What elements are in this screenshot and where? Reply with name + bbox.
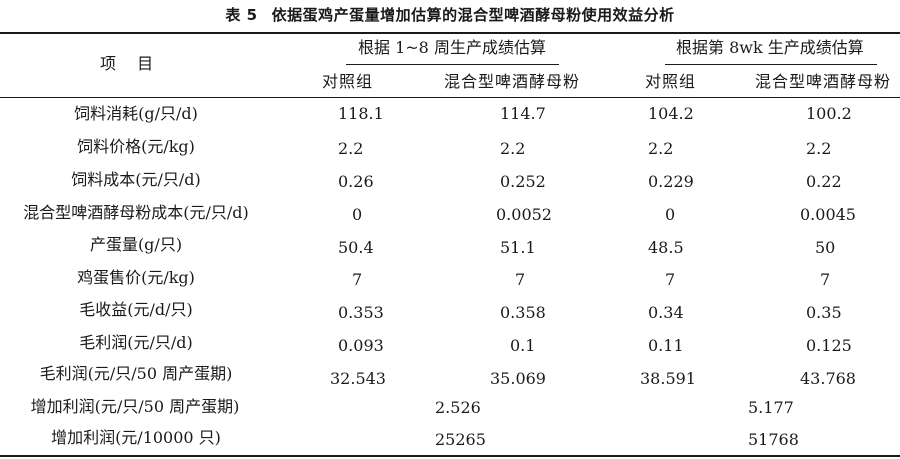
table-cell: 0.229 — [648, 172, 694, 191]
table-cell: 114.7 — [500, 104, 546, 123]
table-cell: 104.2 — [648, 104, 694, 123]
table-cell: 0.353 — [338, 303, 384, 322]
table-cell: 2.2 — [500, 139, 526, 158]
row-label: 饲料消耗(g/只/d) — [74, 104, 198, 123]
row-label: 饲料成本(元/只/d) — [71, 170, 201, 189]
table-cell: 25265 — [435, 430, 486, 449]
bottom-rule — [0, 455, 900, 457]
table-cell: 0.252 — [500, 172, 546, 191]
subheader-yeast-1: 混合型啤酒酵母粉 — [444, 72, 581, 91]
table-cell: 0 — [665, 205, 676, 224]
table-cell: 50 — [815, 238, 836, 257]
group-underline-2 — [665, 64, 877, 65]
table-title: 依据蛋鸡产蛋量增加估算的混合型啤酒酵母粉使用效益分析 — [271, 6, 675, 24]
table-cell: 0.26 — [338, 172, 374, 191]
table-cell: 0.1 — [510, 336, 536, 355]
table-cell: 2.2 — [338, 139, 364, 158]
table-cell: 100.2 — [806, 104, 852, 123]
table-cell: 48.5 — [648, 238, 684, 257]
table-cell: 0.125 — [806, 336, 852, 355]
row-label: 增加利润(元/10000 只) — [51, 428, 221, 447]
table-caption: 表 5 依据蛋鸡产蛋量增加估算的混合型啤酒酵母粉使用效益分析 — [0, 4, 900, 25]
table-cell: 51768 — [748, 430, 799, 449]
table-cell: 0 — [352, 205, 363, 224]
table-cell: 43.768 — [800, 369, 856, 388]
row-label: 产蛋量(g/只) — [89, 235, 183, 254]
table-cell: 35.069 — [490, 369, 546, 388]
row-label: 增加利润(元/只/50 周产蛋期) — [30, 397, 240, 416]
table-cell: 0.34 — [648, 303, 684, 322]
table-cell: 50.4 — [338, 238, 374, 257]
item-header: 项 目 — [100, 54, 162, 73]
table-cell: 0.0045 — [800, 205, 856, 224]
table-cell: 7 — [352, 270, 363, 289]
table-cell: 32.543 — [330, 369, 386, 388]
row-label: 混合型啤酒酵母粉成本(元/只/d) — [23, 203, 249, 222]
table-cell: 118.1 — [338, 104, 384, 123]
subheader-control-1: 对照组 — [322, 72, 374, 91]
table-cell: 7 — [665, 270, 676, 289]
group-underline-1 — [346, 64, 559, 65]
table-cell: 38.591 — [640, 369, 696, 388]
row-label: 毛利润(元/只/50 周产蛋期) — [39, 364, 233, 383]
table-number: 表 5 — [225, 6, 258, 24]
table-cell: 0.0052 — [496, 205, 552, 224]
table-cell: 0.358 — [500, 303, 546, 322]
table-cell: 0.35 — [806, 303, 842, 322]
table-cell: 0.11 — [648, 336, 684, 355]
table-cell: 0.093 — [338, 336, 384, 355]
table-cell: 2.526 — [435, 398, 481, 417]
subheader-yeast-2: 混合型啤酒酵母粉 — [755, 72, 892, 91]
table-cell: 0.22 — [806, 172, 842, 191]
row-label: 鸡蛋售价(元/kg) — [77, 268, 195, 287]
row-label: 饲料价格(元/kg) — [77, 137, 195, 156]
row-label: 毛收益(元/d/只) — [79, 300, 193, 319]
row-label: 毛利润(元/只/d) — [79, 333, 193, 352]
group-header-2: 根据第 8wk 生产成绩估算 — [676, 38, 864, 57]
top-rule — [0, 32, 900, 34]
table-cell: 5.177 — [748, 398, 794, 417]
table-cell: 51.1 — [500, 238, 536, 257]
table-cell: 7 — [820, 270, 831, 289]
header-rule — [0, 97, 900, 98]
table-cell: 7 — [515, 270, 526, 289]
table-cell: 2.2 — [806, 139, 832, 158]
subheader-control-2: 对照组 — [645, 72, 697, 91]
table-cell: 2.2 — [648, 139, 674, 158]
group-header-1: 根据 1~8 周生产成绩估算 — [358, 38, 546, 57]
